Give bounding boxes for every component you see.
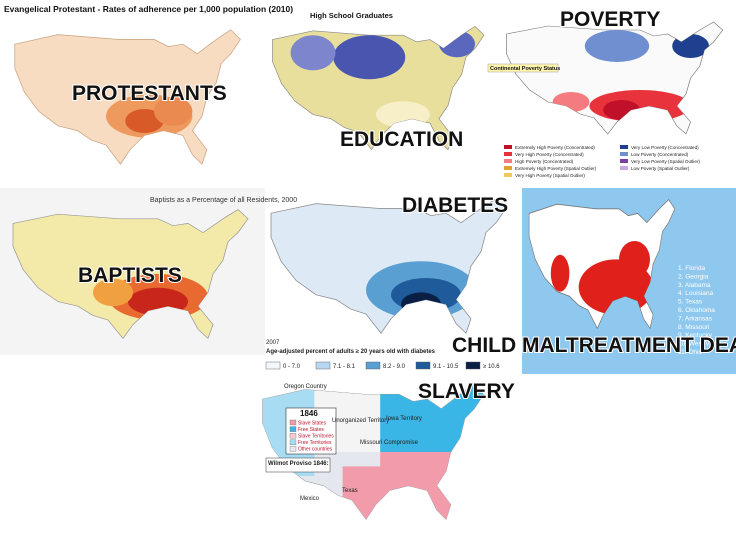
map-title: Continental Poverty Status — [490, 66, 560, 72]
legend-label: 9.1 - 10.5 — [433, 364, 459, 370]
baptists-panel: Baptists as a Percentage of all Resident… — [0, 188, 297, 355]
panel-label: CHILD MALTREATMENT DEATH — [452, 334, 736, 357]
legend-swatch — [265, 361, 281, 370]
legend-swatch — [620, 152, 628, 156]
legend-label: Low Poverty (Spatial Outlier) — [631, 166, 690, 171]
region-label: Missouri Compromise — [360, 440, 419, 446]
legend-label: Very Low Poverty (Concentrated) — [631, 145, 699, 150]
legend-swatch — [504, 159, 512, 163]
legend-swatch — [620, 159, 628, 163]
panel-label: SLAVERY — [418, 380, 515, 403]
ranking-item: 2. Georgia — [678, 273, 709, 280]
panel-label: POVERTY — [560, 8, 660, 31]
year: 2007 — [266, 340, 280, 346]
legend-swatch — [315, 361, 331, 370]
legend-label: 7.1 - 8.1 — [333, 364, 356, 370]
legend-label: Free Territories — [298, 440, 332, 446]
legend-swatch — [289, 419, 297, 426]
legend-swatch — [504, 145, 512, 149]
panel-label: PROTESTANTS — [72, 82, 227, 105]
legend-swatch — [289, 439, 297, 445]
education-panel: High School Graduates EDUCATION — [271, 11, 486, 152]
region-label: Iowa Territory — [386, 416, 422, 422]
poverty-panel: Continental Poverty Status POVERTY Extre… — [487, 7, 724, 178]
ranking-item: 11. Ohio — [678, 349, 702, 356]
legend: Extremely High Poverty (Concentrated) Ver… — [504, 145, 700, 178]
ranking-item: 7. Arkansas — [678, 315, 713, 322]
legend-label: Extremely High Poverty (Spatial Outlier) — [515, 166, 597, 171]
ranking-item: 6. Oklahoma — [678, 307, 715, 314]
legend-swatch — [289, 446, 297, 452]
legend-swatch — [465, 361, 481, 370]
legend-label: 8.2 - 9.0 — [383, 364, 406, 370]
region-label: Wilmot Proviso 1846: — [268, 461, 329, 467]
ranking-item: 1. Florida — [678, 265, 705, 272]
legend-swatch — [289, 433, 297, 439]
region-label: Texas — [342, 488, 358, 494]
panel-title: Baptists as a Percentage of all Resident… — [150, 197, 297, 204]
region-label: Mexico — [300, 496, 320, 502]
ranking-item: 5. Texas — [678, 299, 703, 306]
legend-label: ≥ 10.6 — [483, 364, 500, 370]
legend-title: Age-adjusted percent of adults ≥ 20 year… — [266, 349, 436, 355]
legend-swatch — [620, 166, 628, 170]
legend-label: Slave States — [298, 420, 327, 426]
legend-label: 0 - 7.0 — [283, 364, 301, 370]
ranking-item: 15. Nevada — [678, 374, 712, 381]
ranking-item: 4. Louisiana — [678, 290, 713, 297]
protestants-panel: Evangelical Protestant - Rates of adhere… — [0, 0, 293, 185]
ranking-item: 16. New Mexico — [678, 383, 725, 390]
ranking-item: 3. Alabama — [678, 282, 711, 289]
legend-label: Low Poverty (Concentrated) — [631, 152, 689, 157]
region-label: Unorganized Territory — [332, 418, 389, 424]
legend-swatch — [504, 152, 512, 156]
ranking-item: 8. Missouri — [678, 324, 709, 331]
legend: 0 - 7.0 7.1 - 8.1 8.2 - 9.0 9.1 - 10.5 ≥ 10.… — [265, 361, 500, 370]
legend-label: Free States — [298, 427, 324, 433]
legend-swatch — [504, 173, 512, 177]
panel-title: Evangelical Protestant - Rates of adhere… — [4, 4, 293, 14]
region-label: Oregon Country — [284, 384, 327, 390]
legend-label: Very Low Poverty (Spatial Outlier) — [631, 159, 700, 164]
panel-label: BAPTISTS — [78, 264, 182, 287]
legend-swatch — [620, 145, 628, 149]
legend-swatch — [365, 361, 381, 370]
legend-swatch — [289, 426, 297, 432]
ranking-item: 9. Kentucky — [678, 332, 713, 339]
legend-label: Very High Poverty (Spatial Outlier) — [515, 173, 585, 178]
year: 1846 — [300, 409, 318, 418]
legend-swatch — [415, 361, 431, 370]
panel-title: High School Graduates — [310, 11, 393, 20]
legend-label: Very High Poverty (Concentrated) — [515, 152, 584, 157]
legend-label: High Poverty (Concentrated) — [515, 159, 574, 164]
legend-label: Slave Territories — [298, 434, 334, 440]
legend-label: Extremely High Poverty (Concentrated) — [515, 145, 595, 150]
legend-label: Other countries — [298, 447, 333, 453]
ranking-item: 10. West Virginia — [678, 341, 727, 348]
panel-label: EDUCATION — [340, 128, 463, 151]
legend-swatch — [504, 166, 512, 170]
panel-label: DIABETES — [402, 194, 508, 217]
